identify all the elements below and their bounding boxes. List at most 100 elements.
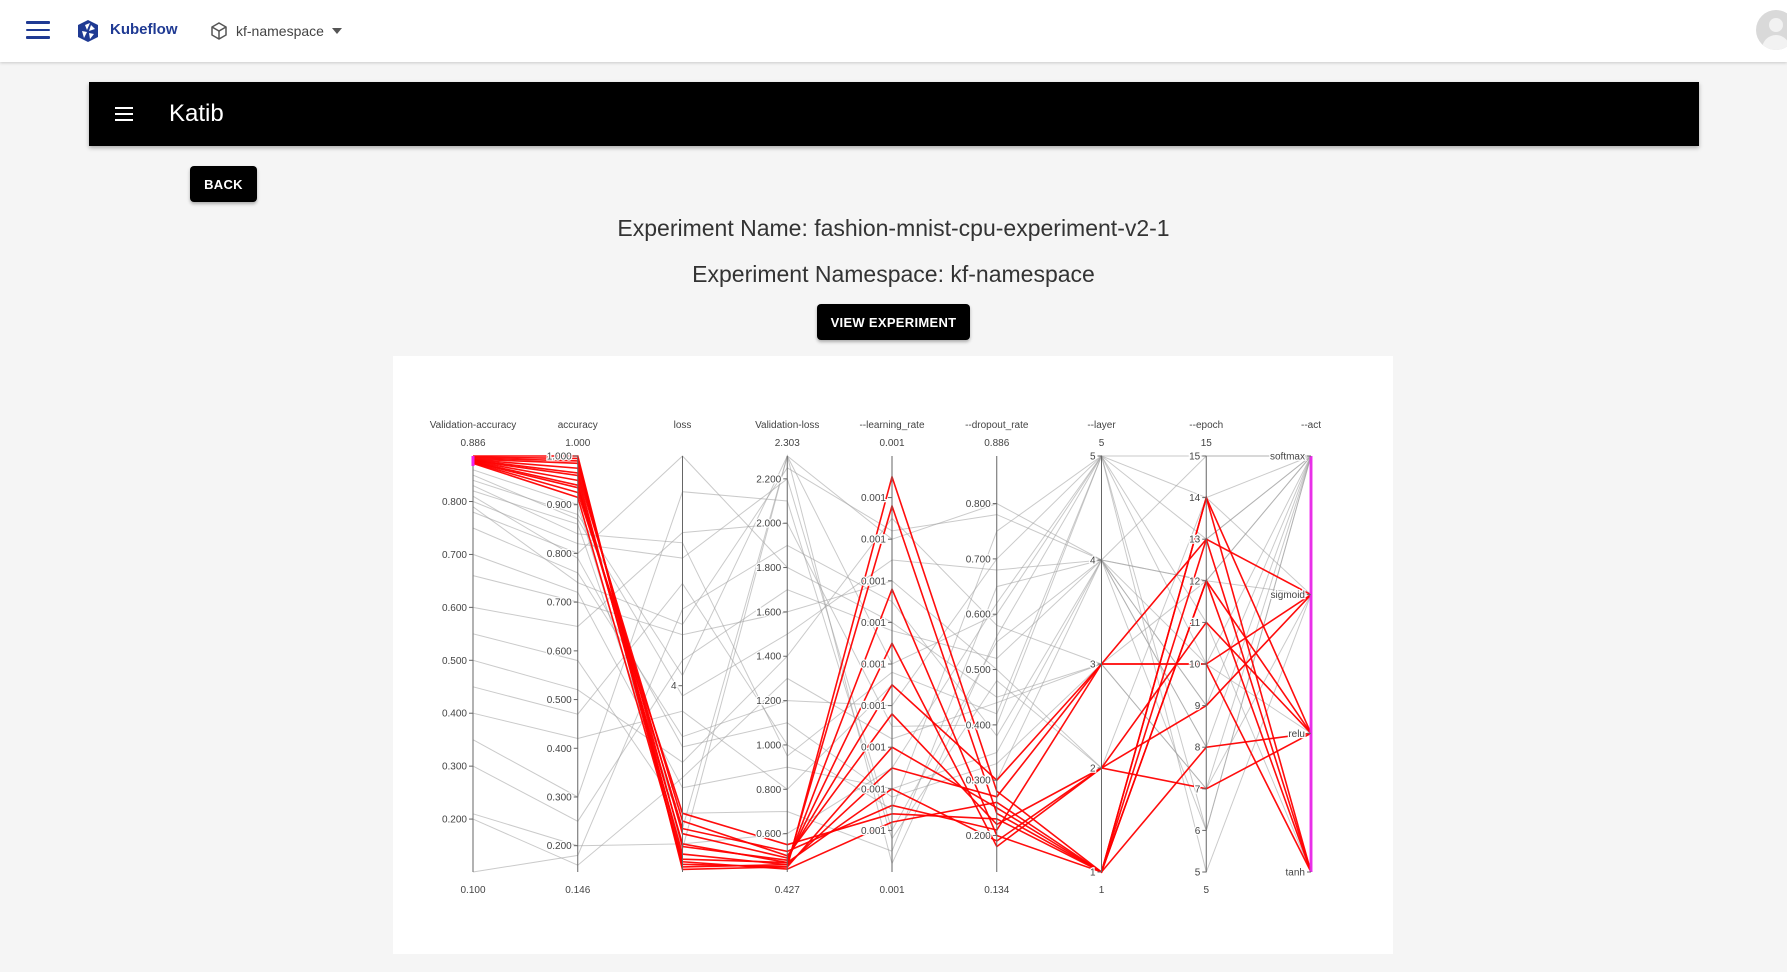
kubeflow-brand[interactable]: Kubeflow [110, 21, 178, 38]
axis-tick-label-7-4: 9 [1195, 701, 1201, 712]
axis-tick-label-3-3: 1.200 [756, 696, 781, 707]
axis-tick-label-0-5: 0.700 [442, 550, 467, 561]
katib-header: Katib [89, 82, 1699, 146]
axis-tick-label-7-1: 6 [1195, 826, 1201, 837]
axis-title-2: loss [674, 420, 692, 431]
axis-title-4: --learning_rate [859, 420, 924, 431]
axis-tick-label-1-3: 0.500 [547, 695, 572, 706]
namespace-label: kf-namespace [236, 23, 324, 39]
axis-min-label-6: 1 [1099, 885, 1105, 896]
axis-tick-label-7-7: 12 [1189, 576, 1201, 587]
axis-tick-label-5-6: 0.800 [966, 499, 991, 510]
axis-tick-label-8-1: relu [1288, 729, 1305, 740]
axis-max-label-3: 2.303 [775, 438, 800, 449]
parallel-coordinates-card: Validation-accuracy 0.886 0.100 0.200 0.300 0… [393, 356, 1393, 954]
parallel-coordinates-plot[interactable]: Validation-accuracy 0.886 0.100 0.200 0.300 0… [393, 356, 1393, 954]
axis-tick-label-3-2: 1.000 [756, 740, 781, 751]
axis-tick-label-4-1: 0.001 [861, 784, 886, 795]
axis-tick-label-2-0: 4 [671, 681, 677, 692]
axis-tick-label-3-7: 2.000 [756, 519, 781, 530]
axis-tick-label-7-9: 14 [1189, 493, 1201, 504]
axis-tick-label-3-4: 1.400 [756, 652, 781, 663]
axis-title-5: --dropout_rate [965, 420, 1029, 431]
axis-tick-label-8-0: tanh [1286, 868, 1305, 879]
axis-tick-label-6-0: 1 [1090, 868, 1096, 879]
axis-max-label-7: 15 [1201, 438, 1213, 449]
axis-min-label-4: 0.001 [879, 885, 904, 896]
katib-title: Katib [169, 100, 224, 127]
axis-tick-label-0-4: 0.600 [442, 603, 467, 614]
axis-tick-label-3-8: 2.200 [756, 474, 781, 485]
axis-tick-label-5-1: 0.300 [966, 776, 991, 787]
view-experiment-button[interactable]: VIEW EXPERIMENT [817, 304, 970, 340]
axis-tick-label-4-4: 0.001 [861, 660, 886, 671]
avatar-head-icon [1769, 18, 1783, 32]
axis-tick-label-5-5: 0.700 [966, 554, 991, 565]
axis-tick-label-1-0: 0.200 [547, 841, 572, 852]
axis-tick-label-3-0: 0.600 [756, 829, 781, 840]
axis-selection-0 [471, 456, 475, 466]
axis-title-1: accuracy [558, 420, 598, 431]
axis-tick-label-7-0: 5 [1195, 868, 1201, 879]
kubeflow-logo-icon [78, 20, 98, 42]
axis-tick-label-0-3: 0.500 [442, 656, 467, 667]
axis-tick-label-7-10: 15 [1189, 452, 1201, 463]
axis-title-7: --epoch [1189, 420, 1223, 431]
kubeflow-topbar: Kubeflow kf-namespace [0, 0, 1787, 62]
axis-title-6: --layer [1087, 420, 1116, 431]
axis-tick-label-4-5: 0.001 [861, 618, 886, 629]
axis-tick-label-1-1: 0.300 [547, 792, 572, 803]
axis-tick-label-6-4: 5 [1090, 452, 1096, 463]
axis-tick-label-7-2: 7 [1195, 784, 1201, 795]
axis-title-8: --act [1301, 420, 1321, 431]
axis-max-label-5: 0.886 [984, 438, 1009, 449]
axis-tick-label-4-8: 0.001 [861, 493, 886, 504]
axis-tick-label-3-6: 1.800 [756, 563, 781, 574]
axis-tick-label-3-1: 0.800 [756, 785, 781, 796]
axis-tick-label-4-2: 0.001 [861, 743, 886, 754]
axis-max-label-6: 5 [1099, 438, 1105, 449]
axis-tick-label-6-2: 3 [1090, 660, 1096, 671]
axis-tick-label-1-6: 0.800 [547, 549, 572, 560]
axis-tick-label-3-5: 1.600 [756, 607, 781, 618]
axis-tick-label-0-2: 0.400 [442, 709, 467, 720]
chevron-down-icon [331, 28, 342, 34]
axis-title-3: Validation-loss [755, 420, 819, 431]
main-menu-icon[interactable] [26, 21, 50, 41]
katib-menu-icon[interactable] [115, 107, 133, 121]
axis-tick-label-1-8: 1.000 [547, 452, 572, 463]
axis-tick-label-0-6: 0.800 [442, 497, 467, 508]
namespace-cube-icon [211, 22, 227, 40]
axis-min-label-0: 0.100 [460, 885, 485, 896]
avatar-body-icon [1762, 35, 1787, 50]
axis-tick-label-8-2: sigmoid [1271, 590, 1305, 601]
axis-tick-label-7-6: 11 [1190, 618, 1201, 629]
back-button[interactable]: BACK [190, 166, 257, 202]
axis-tick-label-4-0: 0.001 [861, 826, 886, 837]
axis-tick-label-6-1: 2 [1090, 764, 1096, 775]
axis-min-label-7: 5 [1203, 885, 1209, 896]
axis-tick-label-5-3: 0.500 [966, 665, 991, 676]
axis-max-label-4: 0.001 [879, 438, 904, 449]
axis-max-label-1: 1.000 [565, 438, 590, 449]
axis-min-label-1: 0.146 [565, 885, 590, 896]
axis-min-label-3: 0.427 [775, 885, 800, 896]
axis-tick-label-0-1: 0.300 [442, 762, 467, 773]
experiment-namespace: Experiment Namespace: kf-namespace [692, 261, 1095, 287]
axis-min-label-5: 0.134 [984, 885, 1009, 896]
axis-selection-0 [472, 456, 475, 872]
axis-tick-label-6-3: 4 [1090, 556, 1096, 567]
axis-tick-label-5-4: 0.600 [966, 610, 991, 621]
axis-tick-label-4-6: 0.001 [861, 576, 886, 587]
axis-max-label-0: 0.886 [460, 438, 485, 449]
avatar[interactable] [1756, 10, 1787, 50]
axis-tick-label-7-8: 13 [1189, 535, 1201, 546]
axis-tick-label-7-5: 10 [1189, 660, 1201, 671]
namespace-selector[interactable]: kf-namespace [210, 18, 342, 44]
axis-tick-label-1-7: 0.900 [547, 500, 572, 511]
axis-tick-label-4-7: 0.001 [861, 535, 886, 546]
axis-tick-label-1-5: 0.700 [547, 598, 572, 609]
experiment-name: Experiment Name: fashion-mnist-cpu-exper… [617, 215, 1170, 241]
axis-tick-label-1-2: 0.400 [547, 744, 572, 755]
axis-tick-label-4-3: 0.001 [861, 701, 886, 712]
